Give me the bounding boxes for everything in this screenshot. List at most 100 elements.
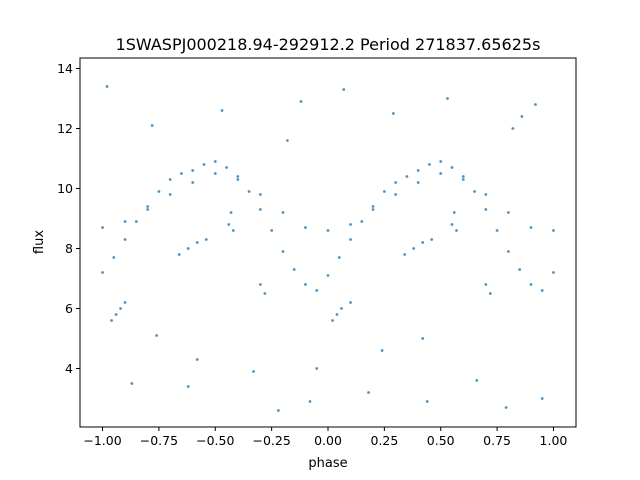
data-point	[119, 307, 122, 310]
data-point	[529, 283, 533, 286]
data-point	[101, 271, 104, 274]
data-point	[439, 160, 443, 163]
data-point	[281, 250, 285, 253]
data-point	[425, 400, 429, 403]
data-point	[331, 319, 334, 322]
data-point	[421, 337, 425, 340]
data-point	[534, 103, 537, 106]
data-point	[326, 274, 330, 277]
data-point	[412, 247, 416, 250]
data-point	[421, 241, 425, 244]
data-point	[349, 301, 352, 304]
data-point	[335, 313, 339, 316]
data-point	[506, 250, 510, 253]
y-tick-label: 12	[57, 121, 73, 136]
y-tick-label: 14	[57, 61, 73, 76]
data-point	[511, 127, 515, 130]
data-point	[202, 163, 206, 166]
data-point	[123, 301, 127, 304]
data-point	[236, 175, 240, 178]
data-point	[258, 193, 262, 196]
data-point	[191, 169, 195, 172]
data-point	[371, 208, 375, 211]
data-point	[231, 229, 235, 232]
y-tick-label: 8	[65, 241, 73, 256]
data-point	[380, 349, 384, 352]
data-point	[213, 172, 217, 175]
data-point	[342, 88, 346, 91]
data-point	[473, 190, 476, 193]
data-points	[101, 85, 555, 412]
chart-title: 1SWASPJ000218.94-292912.2 Period 271837.…	[116, 35, 541, 54]
data-point	[394, 193, 398, 196]
data-point	[304, 283, 307, 286]
data-point	[112, 256, 116, 259]
data-point	[430, 238, 434, 241]
x-axis: −1.00 −0.75 −0.50 −0.25 0.00 0.25 0.50 0.75 1.00	[83, 427, 567, 448]
data-point	[229, 211, 233, 214]
data-point	[552, 229, 555, 232]
data-point	[155, 334, 159, 337]
data-point	[416, 181, 420, 184]
x-tick-label: −1.00	[83, 433, 121, 448]
data-point	[367, 391, 370, 394]
data-point	[204, 238, 208, 241]
data-point	[450, 223, 454, 226]
data-point	[484, 193, 488, 196]
x-tick-label: 0.25	[370, 433, 398, 448]
data-point	[281, 211, 285, 214]
data-point	[258, 283, 262, 286]
data-point	[529, 226, 533, 229]
data-point	[114, 313, 118, 316]
data-point	[360, 220, 364, 223]
data-point	[286, 139, 289, 142]
data-point	[180, 172, 183, 175]
data-point	[315, 289, 319, 292]
x-tick-label: 0.75	[483, 433, 511, 448]
data-point	[439, 172, 443, 175]
data-point	[349, 223, 352, 226]
x-tick-label: 1.00	[540, 433, 568, 448]
data-point	[168, 193, 172, 196]
data-point	[123, 238, 127, 241]
y-axis-label: flux	[32, 230, 47, 254]
data-point	[461, 175, 465, 178]
data-point	[304, 226, 307, 229]
data-point	[428, 163, 431, 166]
data-point	[101, 226, 104, 229]
data-point	[220, 109, 224, 112]
data-point	[450, 166, 454, 169]
data-point	[446, 97, 449, 100]
data-point	[540, 397, 544, 400]
y-tick-label: 4	[65, 361, 73, 376]
data-point	[150, 124, 154, 127]
data-point	[236, 178, 240, 181]
data-point	[540, 289, 544, 292]
data-point	[186, 385, 190, 388]
data-point	[315, 367, 319, 370]
data-point	[326, 229, 330, 232]
data-point	[391, 112, 395, 115]
data-point	[195, 358, 199, 361]
data-point	[455, 229, 458, 232]
data-point	[177, 253, 181, 256]
y-axis: 4 6 8 10 12 14	[57, 61, 80, 376]
data-point	[495, 229, 499, 232]
data-point	[371, 205, 375, 208]
data-point	[416, 169, 420, 172]
data-point	[552, 271, 555, 274]
data-point	[518, 268, 522, 271]
data-point	[123, 220, 127, 223]
x-tick-label: −0.25	[252, 433, 290, 448]
data-point	[105, 85, 109, 88]
data-point	[504, 406, 508, 409]
x-tick-label: 0.00	[314, 433, 342, 448]
data-point	[488, 292, 492, 295]
data-point	[146, 205, 150, 208]
data-point	[110, 319, 113, 322]
data-point	[292, 268, 296, 271]
data-point	[252, 370, 256, 373]
data-point	[157, 190, 161, 193]
data-point	[247, 190, 251, 193]
data-point	[277, 409, 280, 412]
